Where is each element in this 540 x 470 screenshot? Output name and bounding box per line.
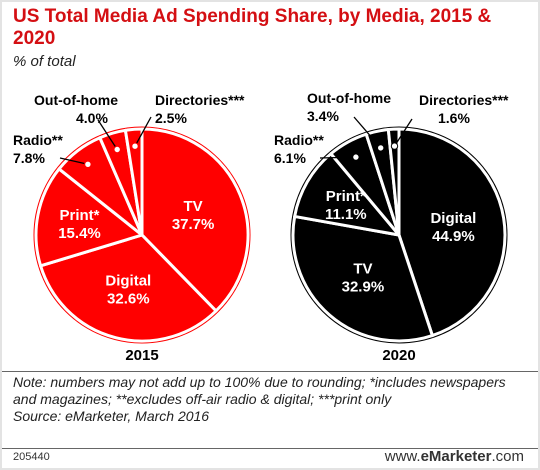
slice-label-directories-2020: Directories*** [419, 92, 509, 108]
leader-dot-directories-2015 [131, 142, 139, 150]
notes-divider [2, 371, 538, 372]
leader-line-radio-2015 [59, 157, 89, 165]
slice-value-radio-2020: 6.1% [274, 150, 306, 166]
slice-digital-2020 [397, 127, 507, 338]
pie-year-label-2015: 2015 [125, 347, 158, 364]
slice-label-print-2020: Print* [326, 188, 366, 205]
slice-tv-2020 [291, 214, 434, 343]
chart-code: 205440 [13, 451, 50, 463]
brand-prefix: www. [384, 448, 421, 465]
slice-value-tv-2020: 32.9% [342, 279, 385, 296]
brand-link[interactable]: www.eMarketer.com [385, 448, 524, 465]
slice-label-tv-2015: TV [184, 198, 203, 215]
slice-print-2015 [34, 167, 144, 268]
slice-directories-2020 [386, 127, 401, 237]
slice-value-print-2015: 15.4% [58, 225, 101, 242]
slice-directories-2015 [123, 127, 144, 237]
slice-label-directories-2015: Directories*** [155, 92, 245, 108]
leader-dot-radio-2020 [352, 153, 360, 161]
slice-value-digital-2015: 32.6% [107, 290, 150, 307]
slice-label-digital-2015: Digital [105, 272, 151, 289]
slice-value-digital-2020: 44.9% [432, 228, 475, 245]
slice-tv-2015 [140, 127, 250, 313]
slice-value-print-2020: 11.1% [325, 206, 367, 223]
leader-line-radio-2020 [319, 156, 356, 159]
slice-label-radio-2015: Radio** [13, 132, 63, 148]
pie-charts: TV37.7%Digital32.6%Print*15.4%Radio**7.8… [13, 90, 509, 364]
slice-label-tv-2020: TV [353, 261, 372, 278]
leader-dot-radio-2015 [84, 160, 92, 169]
slice-value-out-of-home-2020: 3.4% [307, 108, 339, 124]
slice-label-out-of-home-2020: Out-of-home [307, 90, 391, 106]
slice-value-out-of-home-2015: 4.0% [76, 110, 108, 126]
slice-digital-2015 [39, 233, 218, 343]
leader-dot-directories-2020 [390, 142, 399, 150]
slice-value-directories-2015: 2.5% [155, 110, 187, 126]
slice-label-out-of-home-2015: Out-of-home [34, 92, 118, 108]
leader-dot-out-of-home-2020 [377, 144, 385, 152]
slice-value-directories-2020: 1.6% [438, 110, 470, 126]
leader-line-directories-2020 [393, 118, 413, 147]
leader-line-out-of-home-2015 [97, 119, 118, 150]
leader-line-out-of-home-2020 [353, 116, 382, 149]
chart-notes: Note: numbers may not add up to 100% due… [13, 374, 528, 425]
note-text: Note: numbers may not add up to 100% due… [13, 374, 506, 407]
slice-label-radio-2020: Radio** [274, 132, 324, 148]
brand-name: eMarketer [420, 448, 492, 465]
leader-line-directories-2015 [134, 116, 152, 147]
pie-year-label-2020: 2020 [382, 347, 415, 364]
slice-label-digital-2020: Digital [430, 210, 476, 227]
brand-suffix: .com [491, 448, 524, 465]
slice-value-radio-2015: 7.8% [13, 150, 45, 166]
source-text: Source: eMarketer, March 2016 [13, 408, 210, 424]
slice-label-print-2015: Print* [59, 207, 99, 224]
chart-title: US Total Media Ad Spending Share, by Med… [13, 6, 492, 49]
leader-dot-out-of-home-2015 [113, 145, 121, 154]
footer-divider [2, 448, 538, 449]
slice-value-tv-2015: 37.7% [172, 216, 215, 233]
chart-subtitle: % of total [13, 53, 76, 70]
